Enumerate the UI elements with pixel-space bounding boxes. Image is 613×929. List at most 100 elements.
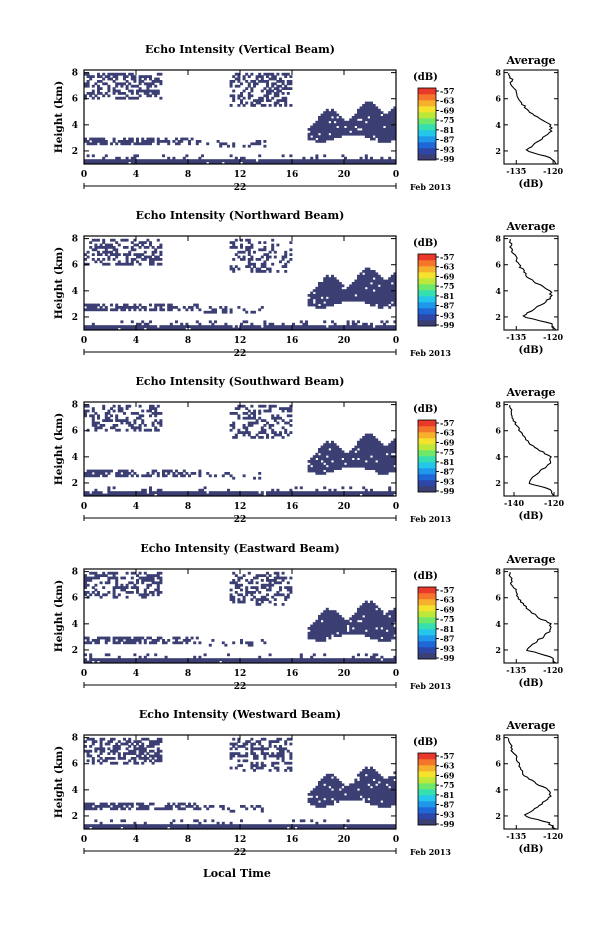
echo-cell <box>177 493 181 497</box>
echo-cell <box>320 445 324 449</box>
panel-4: Echo Intensity (Westward Beam)2468Height… <box>53 708 564 858</box>
echo-cell <box>258 248 262 252</box>
echo-cell <box>162 807 165 811</box>
echo-cell <box>149 89 152 93</box>
echo-cell <box>328 612 332 616</box>
echo-cell <box>315 469 319 473</box>
echo-cell <box>133 412 137 415</box>
echo-cell <box>297 826 301 830</box>
echo-cell <box>372 159 376 162</box>
month-label: Feb 2013 <box>410 681 451 691</box>
echo-cell <box>156 747 160 751</box>
echo-cell <box>149 486 152 490</box>
echo-cell <box>359 279 363 283</box>
echo-cell <box>102 262 106 266</box>
echo-cell <box>279 493 282 497</box>
echo-cell <box>143 655 147 659</box>
echo-cell <box>318 624 321 628</box>
colorbar-unit: (dB) <box>413 571 438 582</box>
echo-cell <box>268 99 272 102</box>
echo-cell <box>112 660 116 664</box>
echo-cell <box>359 298 363 302</box>
echo-cell <box>354 455 358 458</box>
echo-cell <box>310 493 314 497</box>
echo-cell <box>273 325 277 328</box>
echo-cell <box>151 137 155 141</box>
echo-cell <box>320 629 324 633</box>
echo-cell <box>182 161 186 165</box>
echo-cell <box>102 142 106 146</box>
echo-cell <box>242 325 246 328</box>
echo-cell <box>151 140 155 143</box>
echo-cell <box>325 826 329 830</box>
echo-cell <box>198 491 202 494</box>
echo-cell <box>164 491 168 494</box>
echo-cell <box>357 631 360 635</box>
echo-cell <box>351 462 355 466</box>
echo-cell <box>237 72 241 76</box>
echo-cell <box>104 250 108 254</box>
echo-cell <box>102 658 106 661</box>
echo-cell <box>323 464 327 468</box>
echo-cell <box>91 140 95 143</box>
echo-cell <box>367 464 371 468</box>
echo-cell <box>138 757 142 760</box>
echo-cell <box>198 472 202 475</box>
echo-cell <box>141 75 145 78</box>
echo-cell <box>367 327 371 331</box>
echo-cell <box>359 159 363 162</box>
echo-cell <box>136 306 139 309</box>
echo-cell <box>214 660 217 664</box>
echo-cell <box>289 80 293 83</box>
echo-cell <box>208 658 212 661</box>
echo-cell <box>383 327 386 331</box>
echo-cell <box>234 412 238 415</box>
echo-cell <box>242 104 246 107</box>
echo-cell <box>117 491 121 494</box>
echo-cell <box>333 826 337 830</box>
echo-cell <box>247 421 251 425</box>
echo-cell <box>91 409 95 413</box>
echo-cell <box>375 455 379 458</box>
echo-cell <box>237 84 241 88</box>
echo-cell <box>136 660 139 664</box>
echo-cell <box>341 132 345 136</box>
echo-cell <box>102 474 106 478</box>
echo-cell <box>336 135 340 138</box>
echo-cell <box>190 491 194 494</box>
echo-cell <box>362 108 366 112</box>
echo-cell <box>143 241 147 244</box>
echo-cell <box>94 826 98 830</box>
echo-cell <box>357 130 360 134</box>
echo-cell <box>229 412 233 415</box>
echo-cell <box>162 325 165 328</box>
echo-cell <box>141 159 145 162</box>
echo-cell <box>354 462 358 466</box>
echo-cell <box>133 583 137 587</box>
echo-cell <box>268 769 272 772</box>
echo-cell <box>104 805 108 808</box>
echo-cell <box>359 123 363 126</box>
echo-cell <box>195 491 199 494</box>
echo-cell <box>364 433 368 437</box>
echo-cell <box>146 583 150 587</box>
echo-cell <box>167 660 171 664</box>
echo-cell <box>255 581 259 585</box>
echo-cell <box>177 491 181 494</box>
echo-cell <box>146 574 150 577</box>
echo-cell <box>104 493 108 497</box>
echo-cell <box>120 82 124 86</box>
echo-cell <box>164 641 168 645</box>
echo-cell <box>258 805 262 808</box>
echo-cell <box>89 749 93 753</box>
colorbar-tick-label: -69 <box>440 604 455 614</box>
echo-cell <box>357 277 360 280</box>
echo-cell <box>364 467 368 470</box>
echo-cell <box>247 82 251 86</box>
echo-cell <box>123 742 126 746</box>
echo-cell <box>107 72 111 76</box>
echo-cell <box>245 325 249 328</box>
echo-cell <box>115 807 119 811</box>
echo-cell <box>255 325 259 328</box>
echo-cell <box>120 824 124 827</box>
